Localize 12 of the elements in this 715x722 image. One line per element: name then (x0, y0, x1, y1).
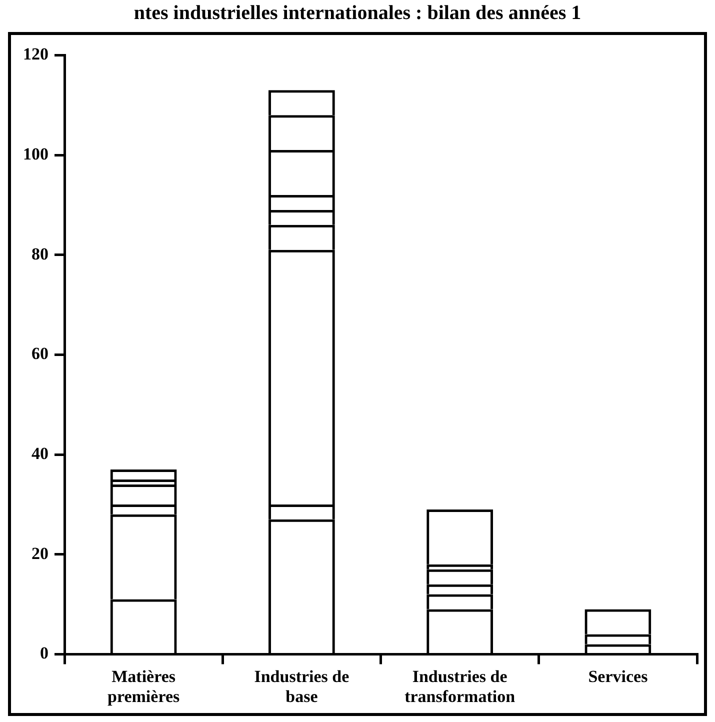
y-tick-label: 80 (32, 244, 48, 264)
x-tick-label: Industries de transformation (404, 666, 516, 706)
y-tick-label: 100 (23, 144, 48, 164)
y-tick-label: 60 (32, 344, 48, 364)
x-tick-label: Matières premières (108, 666, 180, 706)
y-tick-label: 0 (40, 644, 48, 663)
y-tick-label: 120 (23, 44, 48, 64)
x-tick-label: Services (588, 666, 648, 686)
chart-title: ntes industrielles internationales : bilan des années 1 (132, 2, 582, 25)
y-tick-label: 40 (32, 444, 48, 463)
x-tick-label: Industries de base (254, 666, 350, 706)
y-tick-label: 20 (32, 544, 48, 563)
